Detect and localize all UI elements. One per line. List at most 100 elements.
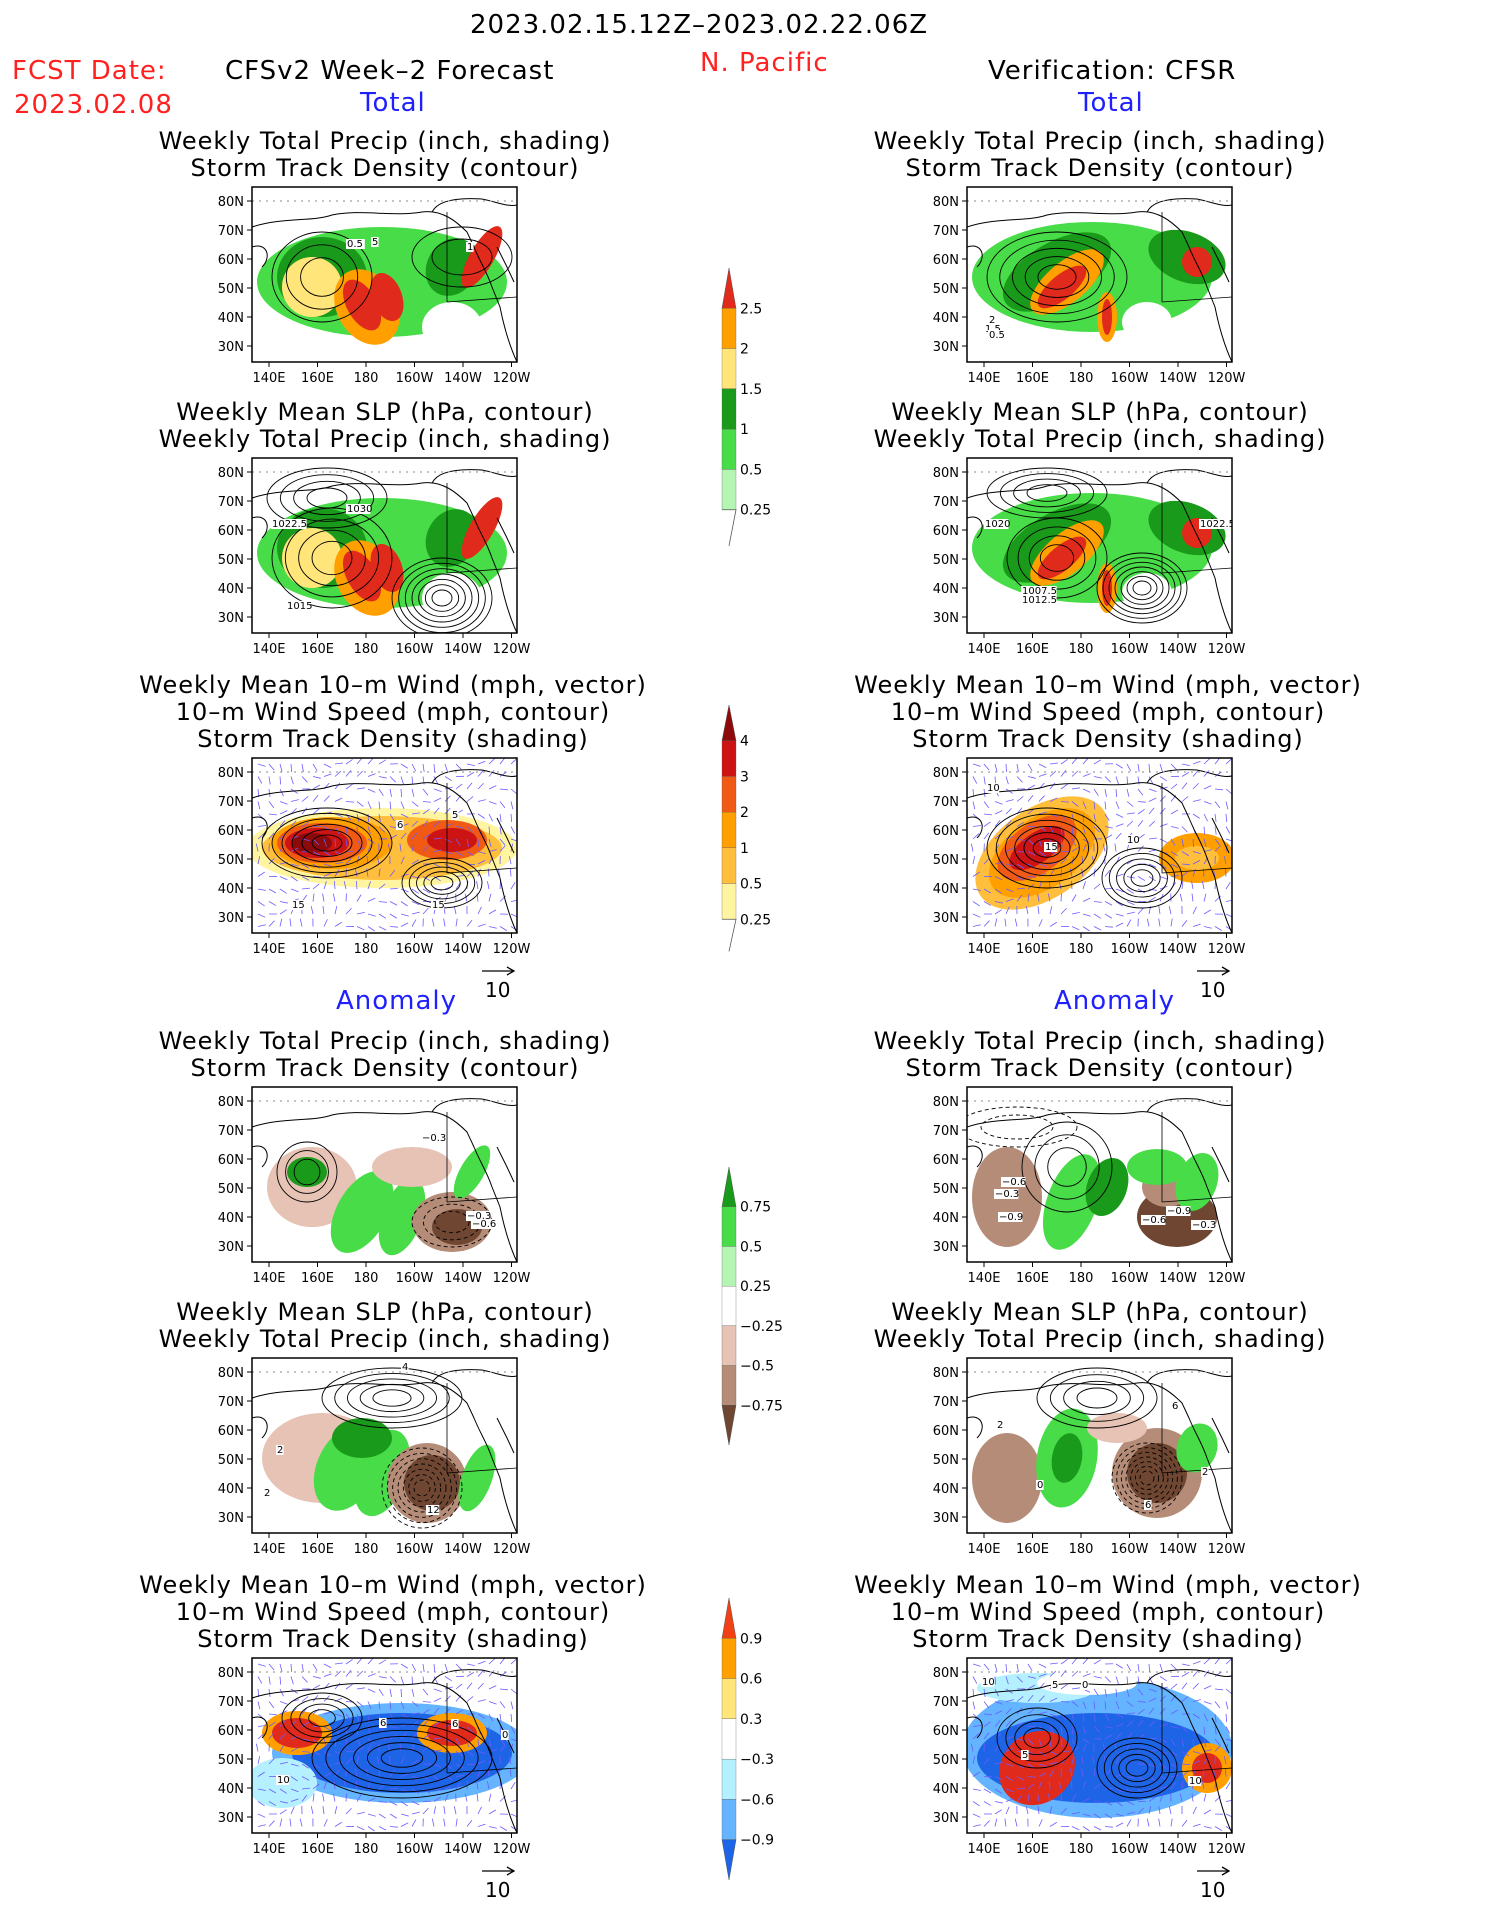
- contour-label-bg: [1044, 842, 1058, 852]
- contour-line: [1006, 517, 1108, 599]
- lat-tick-label: 70N: [933, 795, 959, 810]
- contour-line: [431, 589, 453, 607]
- lon-tick-label: 140W: [444, 371, 482, 386]
- lon-tick-label: 160W: [1111, 1271, 1149, 1286]
- lat-tick-label: 50N: [933, 1453, 959, 1468]
- lon-tick-label: 140W: [444, 1271, 482, 1286]
- contour-label: 6: [397, 820, 403, 831]
- map-panel-f1: 0.5 5 1 80N 70N 60N 50N 40N 30N 140E 160E 180 160W 14…: [218, 186, 530, 386]
- contour-line: [266, 467, 388, 529]
- contour-label-bg: [426, 1505, 440, 1515]
- contour-line: [1026, 484, 1068, 502]
- lon-tick-label: 160W: [396, 1842, 434, 1857]
- lon-tick-label: 160E: [301, 1842, 334, 1857]
- contour-label-bg: [346, 239, 365, 249]
- lon-tick-label: 160W: [1111, 1842, 1149, 1857]
- contour-label: 2: [997, 1420, 1003, 1431]
- lat-tick-label: 30N: [218, 1240, 244, 1255]
- contour-line: [1111, 1748, 1163, 1788]
- lon-tick-label: 140W: [444, 1842, 482, 1857]
- lon-tick-label: 180: [354, 1542, 379, 1557]
- contour-line: [986, 467, 1108, 519]
- lat-tick-label: 70N: [218, 1124, 244, 1139]
- contour-line: [359, 1383, 425, 1413]
- lat-tick-label: 50N: [218, 1453, 244, 1468]
- contour-label: 1020: [985, 519, 1010, 530]
- shading-region: [453, 1145, 491, 1199]
- contour-label-bg: [1144, 1500, 1152, 1510]
- arrow-right-icon: [482, 966, 516, 976]
- contour-label: 6: [1172, 1401, 1178, 1412]
- contour-line: [416, 866, 468, 900]
- lat-tick-label: 50N: [218, 853, 244, 868]
- colorbar-label: 4: [740, 734, 749, 750]
- shading-region: [1182, 247, 1212, 277]
- lat-tick-label: 80N: [218, 1095, 244, 1110]
- lon-tick-label: 120W: [1208, 371, 1246, 386]
- contour-label-bg: [1126, 835, 1140, 845]
- lon-tick-label: 160W: [396, 371, 434, 386]
- contour-line: [1005, 1714, 1069, 1762]
- contour-line: [1134, 1465, 1160, 1491]
- contour-line: [1028, 535, 1086, 581]
- colorbar-label: −0.9: [740, 1833, 774, 1849]
- lon-tick-label: 140E: [252, 371, 285, 386]
- contour-line: [431, 238, 493, 276]
- lat-tick-label: 30N: [218, 1511, 244, 1526]
- contour-line: [1120, 571, 1164, 605]
- shading-region: [287, 1157, 327, 1187]
- lon-tick-label: 160W: [1111, 942, 1149, 957]
- contour-label-bg: [431, 900, 445, 910]
- map-panel-f2: 1030 1022.5 1015 80N 70N 60N 50N 40N 30N 140E 160E…: [218, 457, 530, 657]
- lon-tick-label: 120W: [1208, 1271, 1246, 1286]
- contour-label: −0.9: [1167, 1206, 1191, 1217]
- lon-tick-label: 160W: [1111, 371, 1149, 386]
- lon-tick-label: 180: [1069, 942, 1094, 957]
- fcst-date-label: FCST Date:: [12, 56, 167, 86]
- lat-tick-label: 30N: [933, 1511, 959, 1526]
- title-v6: Weekly Mean 10–m Wind (mph, vector) 10–m …: [854, 1571, 1362, 1653]
- shading-region: [370, 272, 404, 322]
- lat-tick-label: 80N: [933, 1366, 959, 1381]
- contour-label: 1.5: [985, 324, 1001, 335]
- lat-tick-label: 60N: [218, 253, 244, 268]
- lat-tick-label: 50N: [218, 1182, 244, 1197]
- lat-tick-label: 70N: [218, 1395, 244, 1410]
- contour-line: [1005, 819, 1089, 877]
- lon-tick-label: 160E: [301, 1271, 334, 1286]
- contour-line: [392, 1458, 452, 1518]
- colorbar-label: 2: [740, 342, 749, 358]
- contour-line: [1114, 566, 1170, 610]
- contour-label-bg: [1199, 519, 1232, 529]
- contour-label-bg: [996, 1420, 1004, 1430]
- contour-label-bg: [276, 1775, 290, 1785]
- lon-tick-label: 160E: [1016, 1271, 1049, 1286]
- colorbar-label: 0.3: [740, 1712, 762, 1728]
- lat-tick-label: 40N: [933, 582, 959, 597]
- map-panel-v4: −0.6−0.3−0.9 −0.6−0.9−0.380N70N60N50N40N3…: [933, 1086, 1246, 1286]
- lon-tick-label: 160W: [1111, 642, 1149, 657]
- contour-label-bg: [1036, 1480, 1044, 1490]
- lon-tick-label: 180: [354, 642, 379, 657]
- contour-label-bg: [984, 519, 1009, 529]
- contour-line: [1014, 826, 1080, 870]
- contour-line: [325, 1723, 479, 1793]
- contour-line: [397, 1463, 447, 1513]
- contour-line: [311, 834, 343, 852]
- contour-label: 6: [452, 1719, 458, 1730]
- lon-tick-label: 140W: [1159, 1271, 1197, 1286]
- contour-line: [402, 1468, 442, 1508]
- contour-line: [1049, 1374, 1145, 1422]
- contour-line: [1101, 847, 1183, 909]
- colorbar-label: −0.3: [740, 1752, 774, 1768]
- contour-label-bg: [401, 1362, 409, 1372]
- shading-region: [272, 1718, 322, 1748]
- contour-label: 10: [982, 1677, 995, 1688]
- contour-line: [1076, 1387, 1118, 1409]
- coastline: [967, 1669, 1232, 1833]
- contour-line: [284, 518, 380, 598]
- contour-label-bg: [371, 237, 379, 247]
- contour-label: −0.3: [995, 1189, 1019, 1200]
- title-f3: Weekly Mean 10–m Wind (mph, vector) 10–m …: [139, 671, 647, 753]
